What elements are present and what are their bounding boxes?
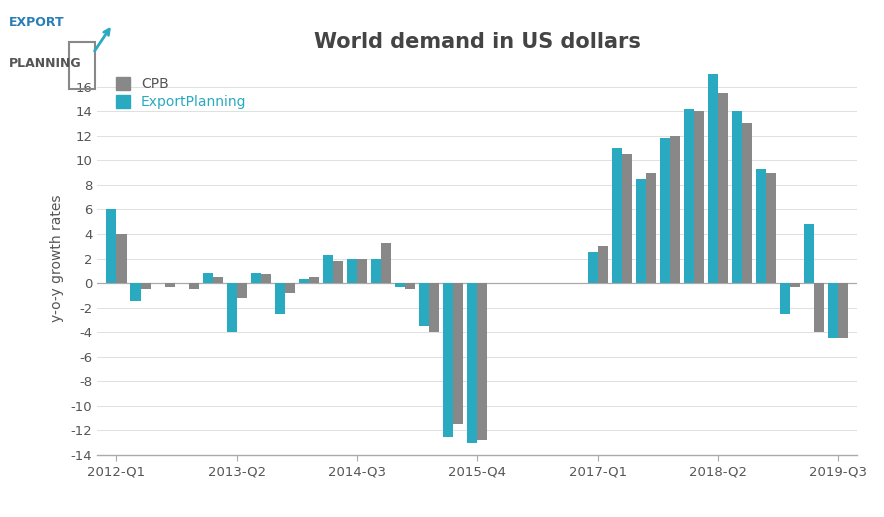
Bar	[443, 283, 453, 436]
Bar	[164, 283, 175, 287]
Bar	[299, 279, 309, 283]
Bar	[742, 124, 752, 283]
Bar	[371, 258, 381, 283]
Bar	[621, 154, 632, 283]
Bar	[814, 283, 824, 332]
Bar	[347, 258, 357, 283]
Title: World demand in US dollars: World demand in US dollars	[314, 32, 641, 52]
Bar	[766, 173, 776, 283]
Bar	[285, 283, 295, 293]
Bar	[275, 283, 285, 314]
Bar	[828, 283, 838, 338]
Bar	[477, 283, 487, 440]
Bar	[395, 283, 405, 287]
Bar	[670, 136, 680, 283]
Bar	[468, 283, 477, 443]
Bar	[106, 209, 117, 283]
Bar	[694, 111, 704, 283]
Bar	[226, 283, 237, 332]
Bar	[261, 275, 271, 283]
Bar	[598, 246, 608, 283]
Bar	[780, 283, 790, 314]
Bar	[405, 283, 415, 289]
Bar	[251, 273, 261, 283]
Bar	[323, 255, 333, 283]
Bar	[357, 258, 367, 283]
Bar	[636, 179, 646, 283]
Bar	[659, 138, 670, 283]
Bar	[732, 111, 742, 283]
Bar	[131, 283, 141, 301]
Bar	[381, 242, 392, 283]
Bar	[588, 252, 598, 283]
Legend: CPB, ExportPlanning: CPB, ExportPlanning	[111, 73, 251, 113]
Text: EXPORT: EXPORT	[9, 16, 65, 28]
Bar	[188, 283, 199, 289]
Bar	[453, 283, 463, 424]
Bar	[237, 283, 247, 298]
Bar	[309, 277, 319, 283]
Bar	[202, 273, 213, 283]
Bar	[430, 283, 439, 332]
Bar	[708, 74, 718, 283]
Bar	[333, 261, 343, 283]
Bar	[756, 169, 766, 283]
Bar	[213, 277, 223, 283]
Bar	[419, 283, 430, 326]
Bar	[141, 283, 150, 289]
Bar	[646, 173, 656, 283]
Text: PLANNING: PLANNING	[9, 57, 81, 70]
Y-axis label: y-o-y growth rates: y-o-y growth rates	[50, 195, 64, 322]
Bar	[838, 283, 849, 338]
Bar	[69, 42, 95, 89]
Bar	[117, 234, 126, 283]
Bar	[684, 109, 694, 283]
Bar	[612, 148, 621, 283]
Bar	[790, 283, 800, 287]
Bar	[718, 93, 728, 283]
Bar	[804, 224, 814, 283]
